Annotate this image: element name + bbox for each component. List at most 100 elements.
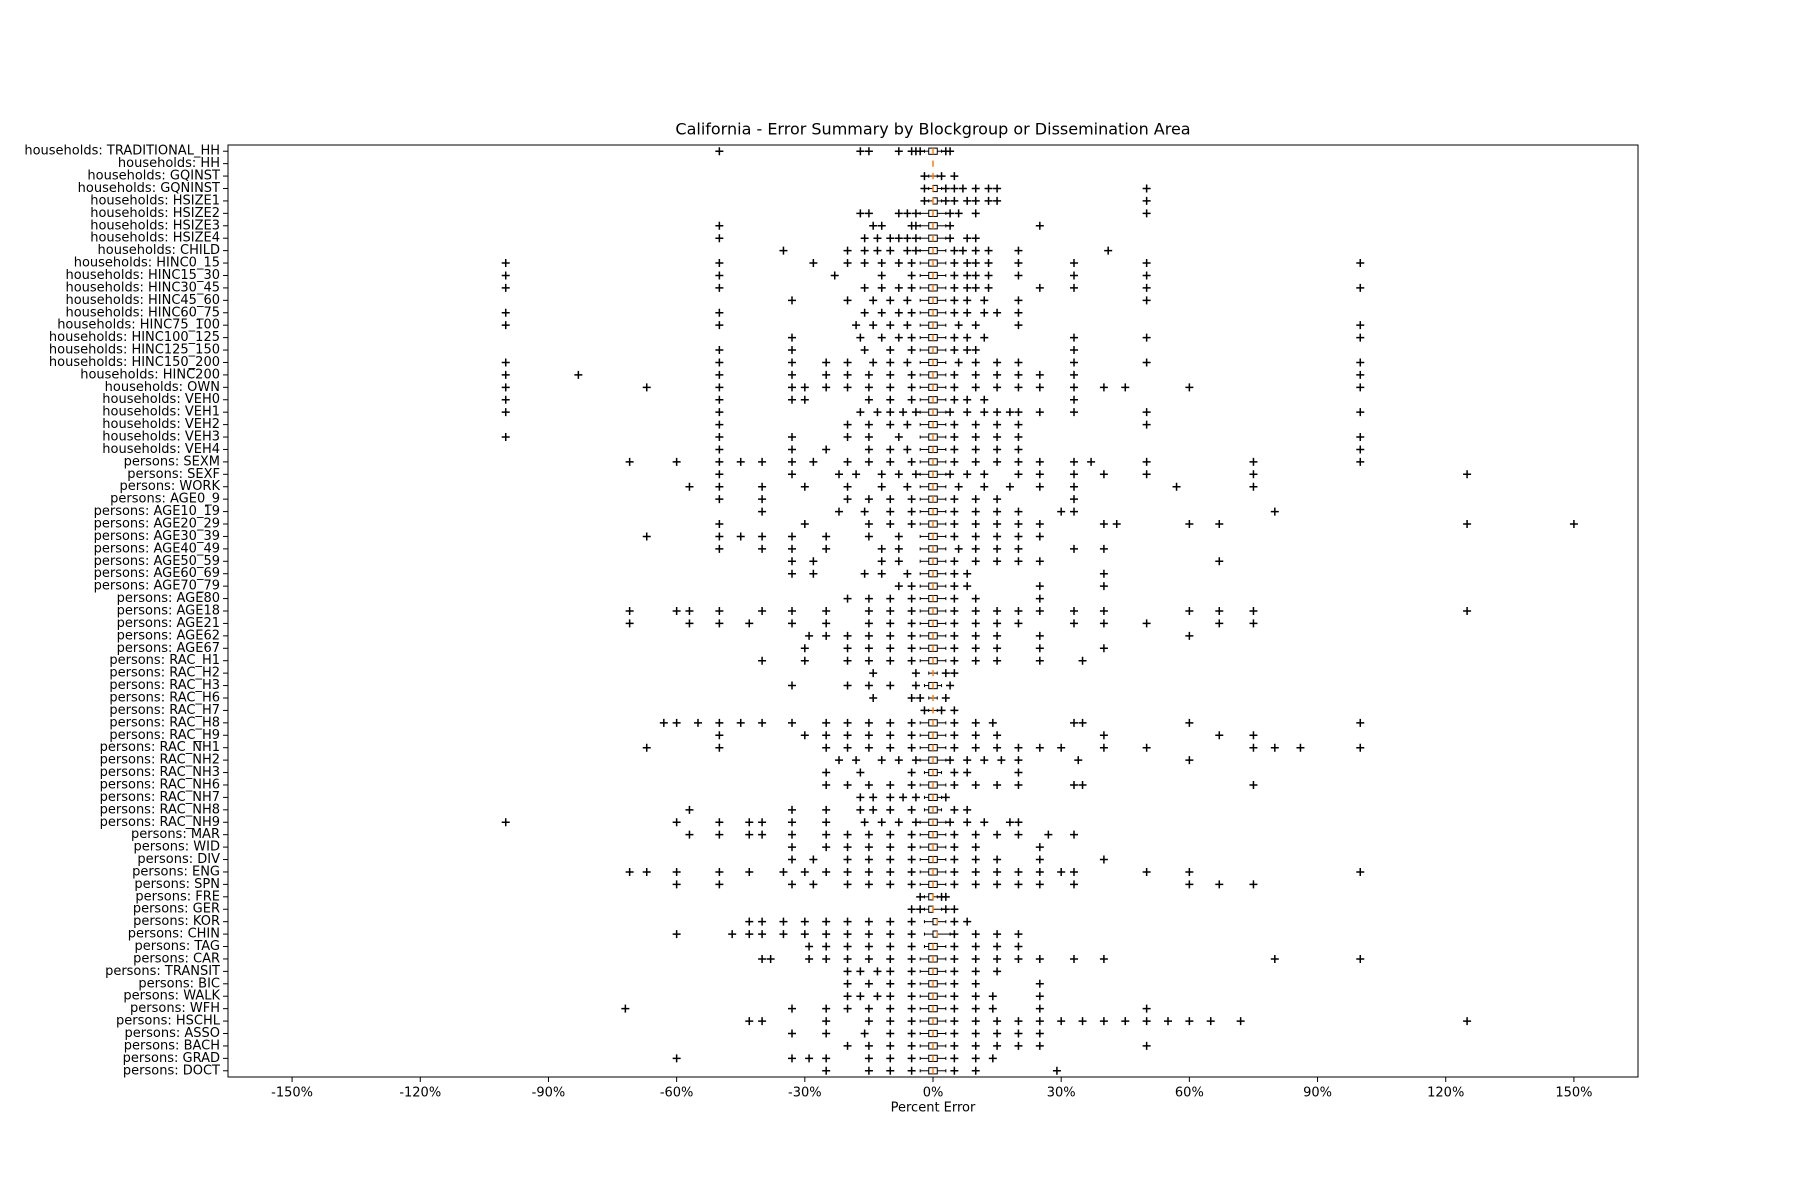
outlier: [993, 607, 1002, 615]
y-tick-label: persons: AGE0_9: [110, 492, 220, 507]
outlier: [886, 917, 895, 926]
outlier: [715, 867, 724, 876]
outlier: [715, 743, 724, 752]
outlier: [993, 557, 1002, 566]
outlier: [788, 880, 796, 889]
outlier: [894, 470, 903, 479]
outlier: [903, 234, 912, 243]
outlier: [886, 619, 895, 628]
outlier: [950, 930, 959, 939]
outlier: [1035, 1029, 1044, 1038]
outlier: [860, 308, 869, 317]
outlier: [1057, 1017, 1066, 1026]
outlier: [788, 619, 796, 628]
outlier: [963, 917, 972, 926]
y-tick-label: persons: SPN: [134, 877, 220, 892]
outlier: [963, 296, 972, 305]
outlier: [971, 457, 980, 466]
outlier: [1078, 780, 1087, 789]
outlier: [911, 246, 920, 255]
x-tick-label: -90%: [532, 1086, 566, 1101]
outlier: [886, 1054, 895, 1063]
outlier: [877, 544, 886, 553]
y-tick-label: persons: RAC_H7: [109, 703, 220, 718]
outlier: [894, 818, 903, 827]
y-tick-label: persons: TAG: [134, 939, 220, 954]
outlier: [971, 607, 980, 615]
y-tick-label: households: VEH3: [102, 430, 220, 445]
outlier: [894, 209, 903, 218]
y-tick-label: households: HINC100_125: [49, 330, 220, 345]
outlier: [971, 954, 980, 963]
outlier: [1035, 594, 1044, 603]
outlier: [835, 756, 843, 765]
outlier: [864, 743, 873, 752]
outlier: [963, 408, 972, 417]
outlier: [501, 818, 510, 827]
outlier: [886, 830, 895, 839]
outlier: [1356, 383, 1365, 392]
outlier: [864, 855, 873, 864]
y-tick-label: households: HH: [118, 156, 220, 171]
outlier: [625, 457, 634, 466]
outlier: [860, 818, 869, 827]
outlier: [672, 718, 681, 727]
outlier: [1356, 867, 1365, 876]
outlier: [980, 333, 989, 342]
outlier: [886, 383, 895, 392]
outlier: [864, 718, 873, 727]
y-tick-label: persons: SEXF: [127, 467, 220, 482]
outlier: [894, 308, 903, 317]
outlier: [501, 383, 510, 392]
outlier: [1185, 1017, 1194, 1026]
y-tick-label: persons: RAC_H1: [109, 653, 220, 668]
outlier: [950, 718, 959, 727]
outlier: [864, 209, 873, 218]
y-tick-label: persons: GER: [133, 902, 220, 917]
x-tick-label: 30%: [1047, 1086, 1076, 1101]
outlier: [852, 470, 861, 479]
outlier: [1070, 880, 1078, 889]
outlier: [1014, 296, 1023, 305]
outlier: [1070, 607, 1078, 615]
outlier: [715, 408, 724, 417]
outlier: [993, 370, 1002, 379]
outlier: [715, 346, 724, 355]
outlier: [971, 731, 980, 740]
outlier: [715, 520, 724, 529]
outlier: [843, 855, 852, 864]
outlier: [800, 644, 809, 653]
outlier: [1121, 383, 1130, 392]
outlier: [1356, 457, 1365, 466]
outlier: [672, 607, 681, 615]
outlier: [779, 917, 788, 926]
outlier: [971, 271, 980, 280]
outlier: [758, 656, 767, 665]
y-tick-label: persons: SEXM: [124, 454, 220, 469]
outlier: [1099, 954, 1108, 963]
outlier: [971, 184, 980, 193]
outlier: [886, 930, 895, 939]
outlier: [1014, 507, 1023, 516]
outlier: [886, 594, 895, 603]
outlier: [877, 557, 886, 566]
outlier: [1270, 954, 1279, 963]
outlier: [1014, 358, 1023, 367]
outlier: [621, 1004, 630, 1013]
outlier: [950, 507, 959, 516]
outlier: [941, 196, 950, 205]
outlier: [745, 818, 754, 827]
outlier: [971, 520, 980, 529]
outlier: [894, 532, 903, 541]
outlier: [1099, 855, 1108, 864]
outlier: [993, 631, 1002, 640]
outlier: [980, 756, 989, 765]
outlier: [1099, 470, 1108, 479]
outlier: [715, 544, 724, 553]
outlier: [963, 308, 972, 317]
outlier: [758, 830, 767, 839]
outlier: [715, 358, 724, 367]
outlier: [907, 594, 916, 603]
outlier: [950, 271, 959, 280]
outlier: [886, 805, 895, 814]
